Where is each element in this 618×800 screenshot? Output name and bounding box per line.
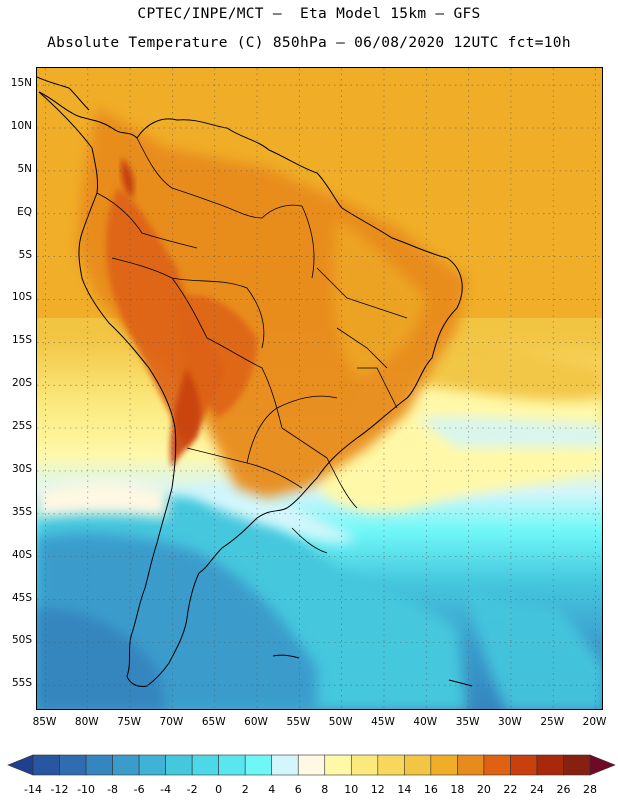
lat-label: 10S bbox=[11, 291, 32, 304]
colorbar-box bbox=[377, 754, 405, 776]
colorbar-box bbox=[563, 754, 591, 776]
lon-label: 65W bbox=[201, 716, 226, 728]
colorbar-box bbox=[59, 754, 87, 776]
lon-label: 80W bbox=[74, 716, 99, 728]
colorbar-box bbox=[457, 754, 485, 776]
colorbar-tick-label: -2 bbox=[186, 783, 198, 796]
colorbar-tick-label: 0 bbox=[215, 783, 223, 796]
colorbar-box bbox=[297, 754, 326, 776]
temperature-field bbox=[37, 68, 602, 709]
colorbar-tick-label: 6 bbox=[294, 783, 302, 796]
lon-label: 45W bbox=[371, 716, 395, 728]
lon-label: 20W bbox=[582, 716, 607, 728]
colorbar-tick-label: 22 bbox=[503, 783, 518, 796]
lat-label: 35S bbox=[11, 505, 32, 518]
coastline bbox=[37, 76, 473, 687]
colorbar-box bbox=[165, 754, 193, 776]
lat-label: 15S bbox=[11, 334, 32, 347]
lon-label: 40W bbox=[413, 716, 438, 728]
lon-label: 35W bbox=[455, 716, 480, 728]
colorbar-box bbox=[138, 754, 166, 776]
colorbar bbox=[7, 754, 616, 776]
colorbar-tick-label: 24 bbox=[529, 783, 544, 796]
lon-label: 25W bbox=[540, 716, 565, 728]
map-title-line-1: CPTEC/INPE/MCT – Eta Model 15km – GFS bbox=[137, 6, 481, 22]
colorbar-tick-label: 14 bbox=[397, 783, 412, 796]
graticule bbox=[37, 68, 602, 709]
lat-label: 15N bbox=[10, 77, 32, 90]
colorbar-tick-label: 18 bbox=[450, 783, 465, 796]
lat-label: 45S bbox=[11, 591, 32, 604]
colorbar-tick-label: 12 bbox=[370, 783, 385, 796]
lat-label: 40S bbox=[11, 548, 32, 561]
colorbar-box bbox=[85, 754, 113, 776]
lat-label: 5N bbox=[17, 162, 32, 175]
lon-label: 70W bbox=[159, 716, 184, 728]
colorbar-box bbox=[191, 754, 219, 776]
colorbar-tick-label: 20 bbox=[476, 783, 491, 796]
colorbar-box bbox=[510, 754, 538, 776]
colorbar-tick-label: 10 bbox=[344, 783, 359, 796]
colorbar-box bbox=[404, 754, 432, 776]
lat-label: 20S bbox=[11, 377, 32, 390]
lat-label: 10N bbox=[10, 120, 32, 132]
colorbar-box bbox=[218, 754, 246, 776]
colorbar-tick-label: -6 bbox=[133, 783, 145, 796]
lat-label: 5S bbox=[18, 248, 32, 261]
colorbar-tick-label: -14 bbox=[24, 783, 42, 796]
colorbar-tick-label: 26 bbox=[556, 783, 571, 796]
colorbar-tick-label: -4 bbox=[160, 783, 172, 796]
lon-label: 85W bbox=[32, 716, 57, 728]
colorbar-box bbox=[430, 754, 458, 776]
colorbar-box bbox=[483, 754, 511, 776]
colorbar-tick-label: -8 bbox=[107, 783, 119, 796]
lat-label: EQ bbox=[17, 205, 32, 218]
colorbar-tick-label: 16 bbox=[423, 783, 438, 796]
colorbar-box bbox=[32, 754, 60, 776]
colorbar-tick-label: 2 bbox=[241, 783, 249, 796]
country-borders bbox=[96, 137, 408, 554]
colorbar-tick-label: 8 bbox=[321, 783, 329, 796]
colorbar-box bbox=[112, 754, 140, 776]
lat-label: 50S bbox=[11, 634, 32, 647]
colorbar-box bbox=[324, 754, 352, 776]
colorbar-box bbox=[271, 754, 299, 776]
colorbar-box bbox=[244, 754, 273, 776]
colorbar-tick-label: -10 bbox=[77, 783, 96, 796]
lat-label: 55S bbox=[11, 677, 32, 690]
colorbar-max-arrow bbox=[589, 754, 616, 776]
lon-label: 75W bbox=[117, 716, 141, 728]
temperature-map[interactable] bbox=[36, 67, 603, 710]
lon-label: 50W bbox=[328, 716, 353, 728]
colorbar-tick-label: 4 bbox=[268, 783, 276, 796]
map-title-line-2: Absolute Temperature (C) 850hPa – 06/08/… bbox=[47, 35, 571, 51]
colorbar-box bbox=[536, 754, 564, 776]
lat-label: 25S bbox=[11, 420, 32, 433]
colorbar-tick-label: -12 bbox=[50, 783, 69, 796]
colorbar-tick-label: 28 bbox=[583, 783, 597, 796]
lon-label: 30W bbox=[498, 716, 522, 728]
colorbar-min-arrow bbox=[7, 754, 34, 776]
lon-label: 55W bbox=[286, 716, 311, 728]
colorbar-box bbox=[350, 754, 379, 776]
lat-label: 30S bbox=[11, 462, 32, 475]
lon-label: 60W bbox=[244, 716, 268, 728]
